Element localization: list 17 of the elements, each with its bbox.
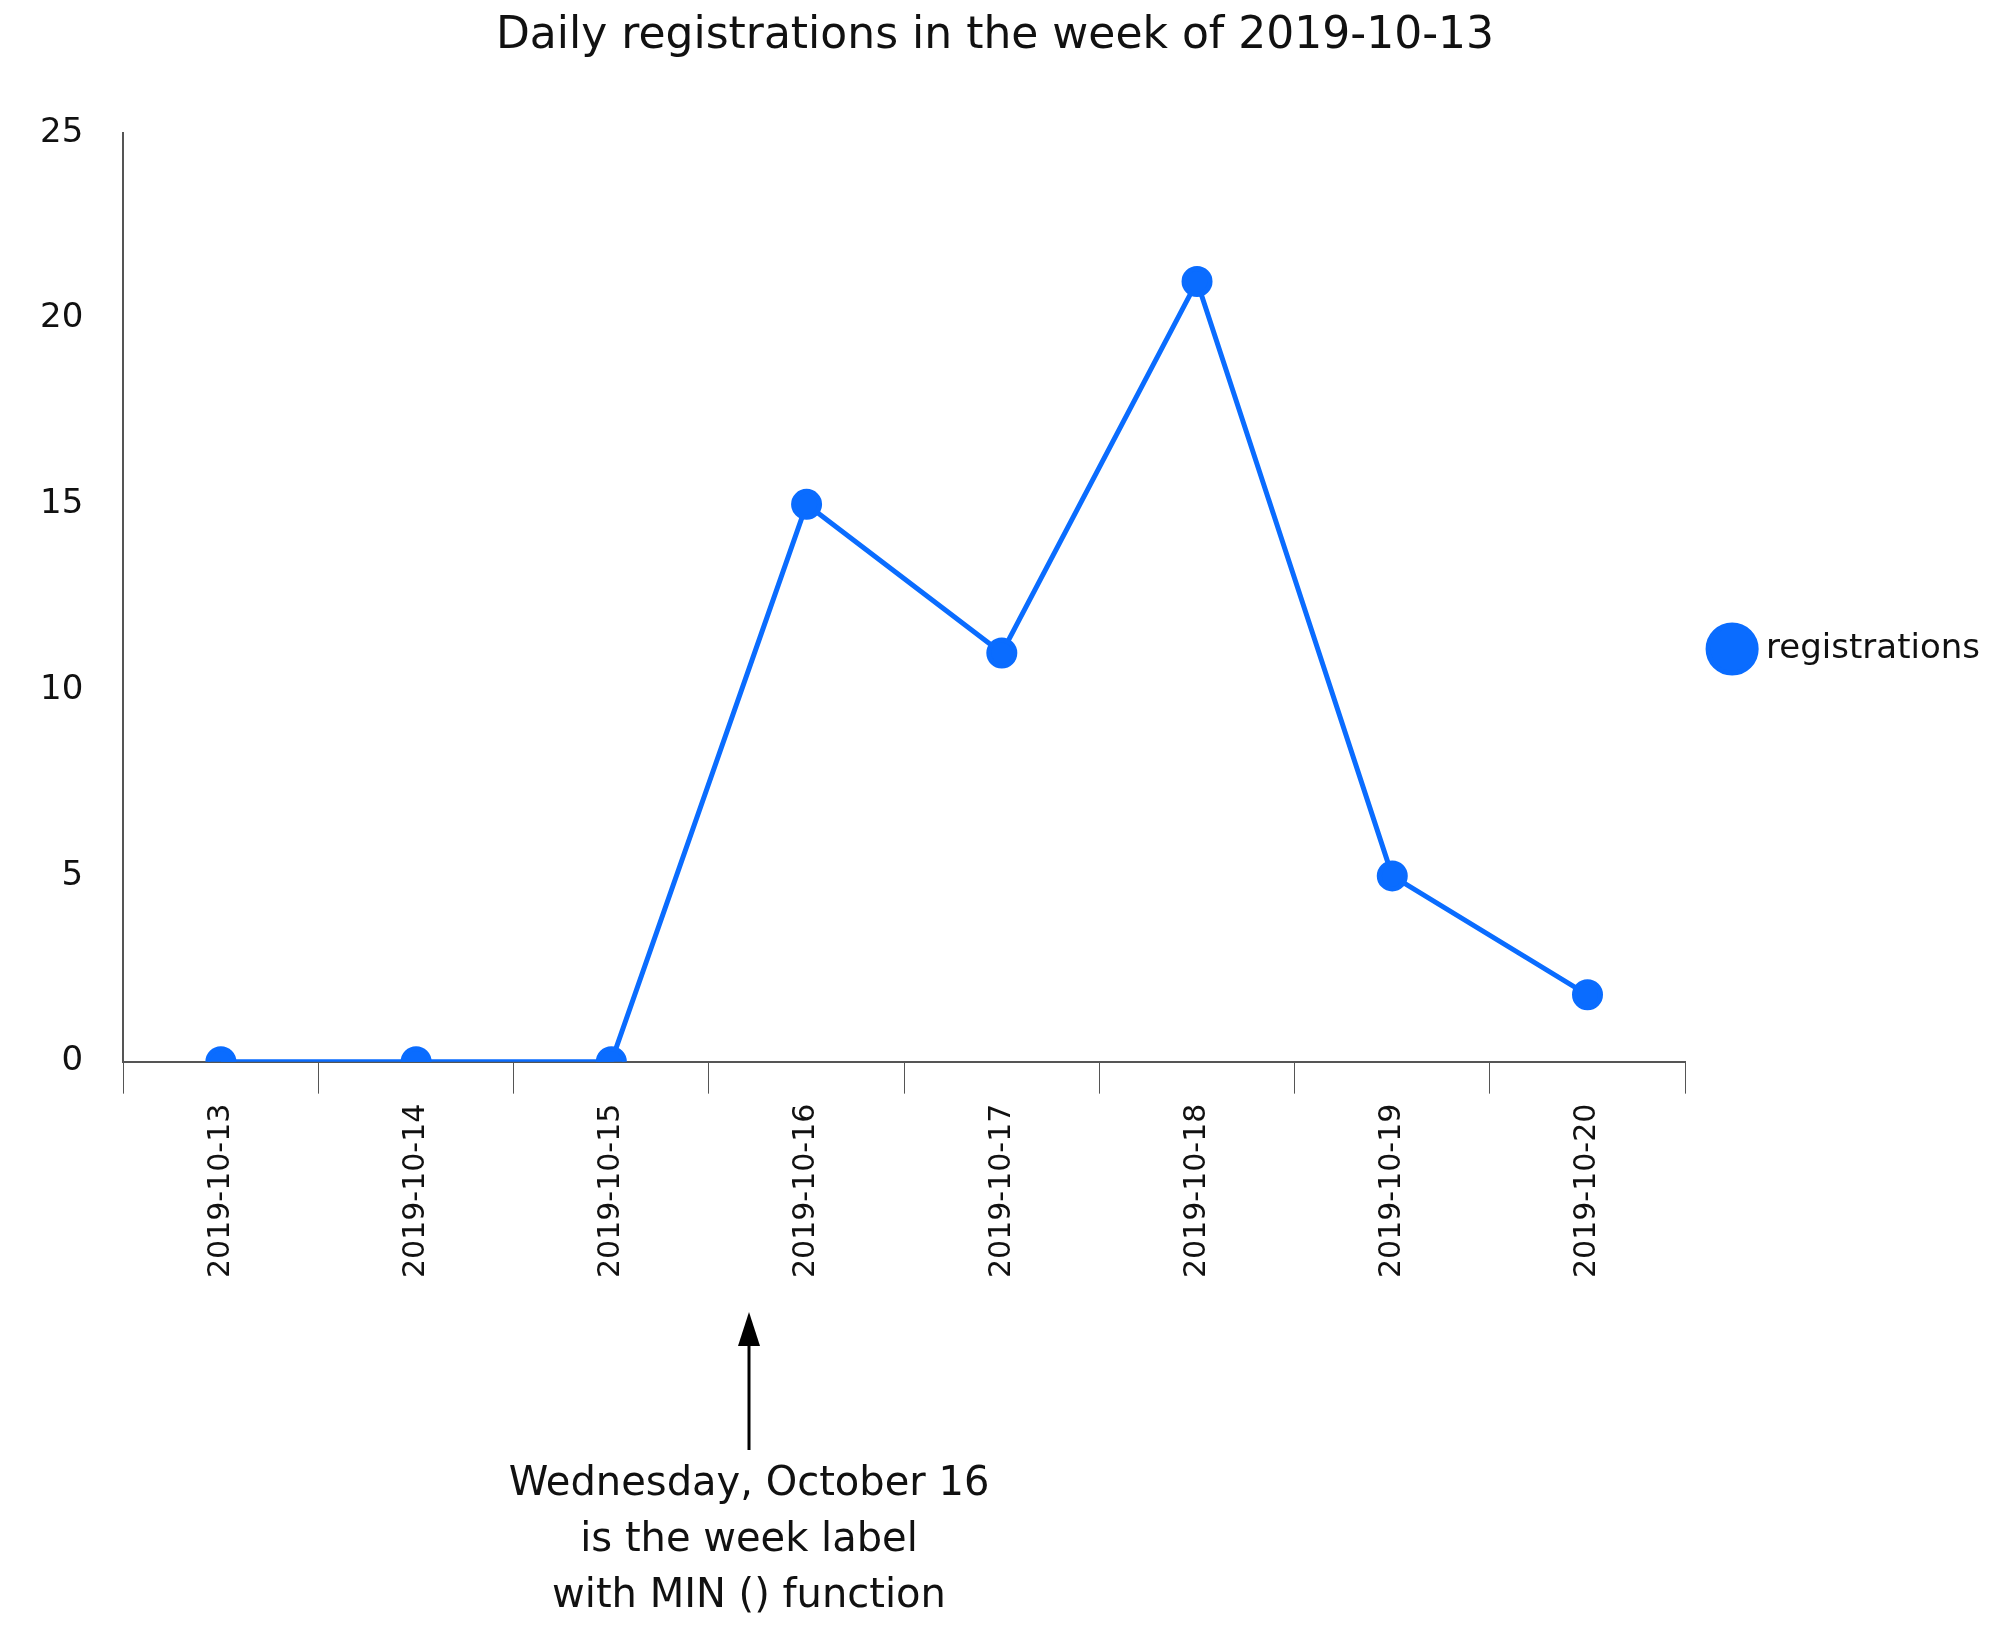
y-tick-label: 20 (40, 295, 84, 336)
x-tick-label: 2019-10-20 (1567, 1103, 1603, 1279)
x-tick-label: 2019-10-16 (786, 1103, 822, 1279)
text: Wednesday, October 16 is the week label with MIN () function (508, 1458, 990, 1617)
y-tick-label: 25 (40, 109, 84, 150)
x-tick-label: 2019-10-19 (1372, 1103, 1408, 1279)
x-tick-label: 2019-10-17 (981, 1103, 1017, 1279)
y-tick-label: 5 (61, 852, 84, 893)
x-tick-label: 2019-10-15 (591, 1103, 627, 1279)
chart-title: Daily registrations in the week of 2019-10-13 (495, 6, 1495, 58)
x-tick-label: 2019-10-14 (395, 1103, 431, 1279)
x-tick-label: 2019-10-13 (200, 1103, 236, 1279)
y-tick-label: 15 (40, 481, 84, 522)
y-tick-label: 10 (40, 666, 84, 707)
legend-label: registrations (1766, 625, 1981, 666)
x-tick-label: 2019-10-18 (1176, 1103, 1212, 1279)
y-tick-label: 0 (61, 1038, 84, 1079)
